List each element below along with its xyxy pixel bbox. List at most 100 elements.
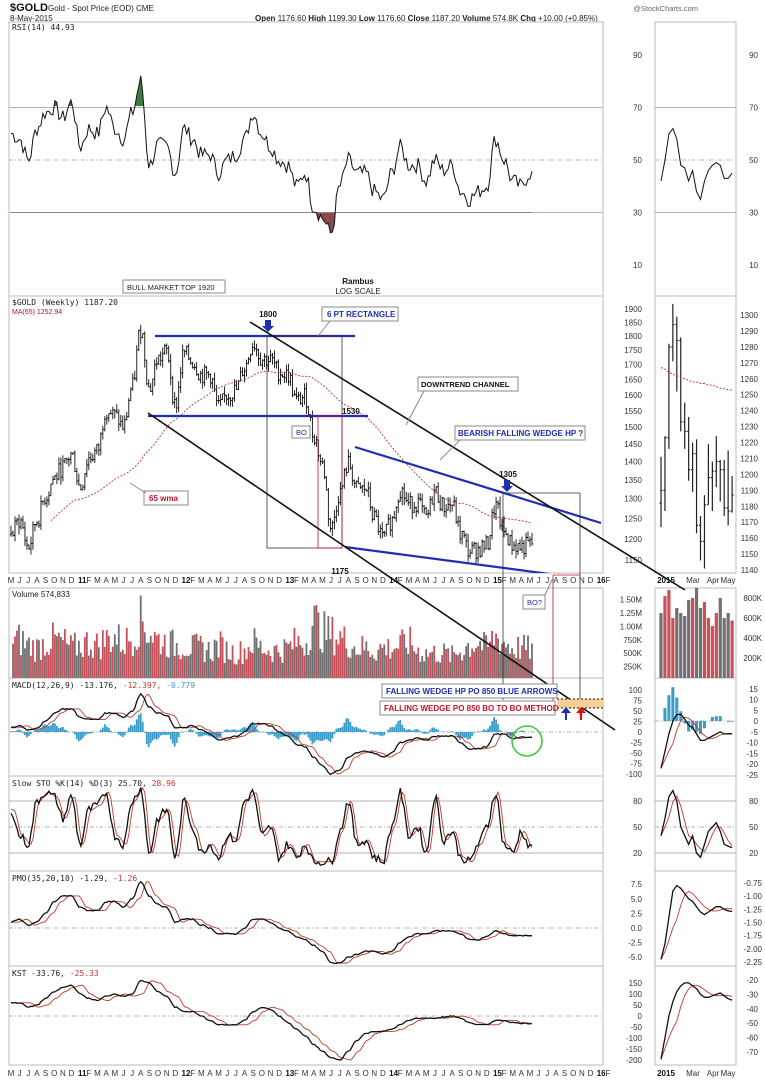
- volume-bar: [435, 661, 438, 678]
- x-axis-label-bottom: N: [60, 1069, 66, 1078]
- x-axis-label: A: [519, 576, 525, 585]
- macd-histogram-bar: [403, 727, 406, 732]
- macd-histogram-bar: [75, 732, 78, 740]
- macd-histogram-bar: [375, 732, 378, 735]
- x-axis-label-bottom: J: [329, 1069, 333, 1078]
- price-bar: [189, 356, 192, 365]
- price-bar: [35, 521, 39, 527]
- mini-volume-bar: [706, 618, 710, 678]
- volume-value: 574.8K: [493, 14, 519, 23]
- mini-sto-axis-label: 20: [749, 849, 758, 858]
- price-bar: [353, 479, 356, 489]
- volume-bar: [89, 649, 92, 678]
- arrow-down-1305-icon: [501, 480, 513, 492]
- macd-histogram-bar: [255, 728, 258, 732]
- mini-rsi-axis-label: 50: [749, 156, 758, 165]
- volume-bar: [247, 647, 250, 678]
- x-axis-label-bottom: J: [225, 1069, 229, 1078]
- price-bar: [121, 415, 124, 431]
- kst-axis-label: 150: [629, 979, 643, 988]
- x-axis-label-bottom: S: [43, 1069, 48, 1078]
- price-bar: [15, 517, 19, 526]
- volume-bar: [269, 656, 272, 678]
- volume-bar: [307, 655, 310, 678]
- volume-bar: [261, 653, 264, 678]
- volume-bar: [393, 649, 396, 678]
- price-bar: [319, 454, 322, 466]
- volume-bar: [285, 642, 288, 678]
- macd-histogram-bar: [501, 731, 503, 732]
- x-axis-label: A: [311, 576, 317, 585]
- x-axis-label: F: [502, 576, 507, 585]
- macd-histogram-bar: [363, 729, 366, 732]
- price-bar: [440, 496, 444, 512]
- mini-x-axis-label: Mar: [686, 576, 700, 585]
- wedge-measure-box: [502, 492, 581, 715]
- rsi-legend: RSI(14) 44.93: [12, 23, 75, 32]
- x-axis-label-bottom: S: [458, 1069, 463, 1078]
- price-bar: [480, 539, 484, 557]
- volume-bar: [91, 657, 94, 678]
- macd-histogram-bar: [269, 732, 272, 735]
- volume-bar: [191, 635, 194, 678]
- pmo-axis-label: 5.0: [631, 895, 643, 904]
- volume-bar: [50, 648, 52, 678]
- mini-price-axis-label: 1250: [740, 391, 758, 400]
- mini-volume-bar: [694, 588, 699, 678]
- x-axis-label: 12: [182, 576, 191, 585]
- volume-bar: [259, 640, 262, 678]
- mini-pmo-axis-label: -2.00: [744, 945, 763, 954]
- mini-price-axis-label: 1160: [741, 534, 759, 543]
- volume-bar: [343, 626, 346, 678]
- macd-histogram-bar: [143, 732, 146, 733]
- volume-bar: [177, 655, 180, 678]
- price-axis-label: 1450: [624, 440, 642, 449]
- x-axis-label: J: [433, 576, 437, 585]
- price-bar: [29, 536, 33, 555]
- price-bar: [325, 476, 328, 491]
- price-bar: [139, 324, 142, 345]
- rectangle-label: 6 PT RECTANGLE: [327, 310, 396, 319]
- volume-bar: [40, 659, 42, 678]
- price-bar: [231, 397, 234, 407]
- mini-sto-axis-label: 80: [749, 797, 758, 806]
- mini-macd-histogram-bar: [726, 721, 730, 722]
- volume-bar: [251, 653, 254, 678]
- channel-label-box: [417, 376, 519, 392]
- macd-histogram-bar: [379, 732, 382, 736]
- price-bar: [169, 353, 172, 386]
- price-bar: [137, 329, 140, 351]
- volume-bar: [377, 649, 380, 678]
- macd-histogram-bar: [199, 732, 202, 737]
- mini-macd-axis-label: -25: [746, 771, 758, 780]
- kst-axis-label: -50: [630, 1023, 642, 1032]
- red-arrow-up-icon: [576, 707, 586, 720]
- mini-volume-bar: [718, 598, 722, 678]
- x-axis-label-bottom: D: [69, 1069, 75, 1078]
- x-axis-label: S: [43, 576, 48, 585]
- volume-legend: Volume 574,833: [12, 590, 70, 599]
- pmo-line: [10, 880, 533, 965]
- ohlc-readout: Open 1176.60 High 1199.30 Low 1176.60 Cl…: [255, 14, 598, 23]
- price-bar: [395, 506, 398, 522]
- x-axis-label-bottom: J: [537, 1069, 541, 1078]
- x-axis-label-bottom: J: [26, 1069, 30, 1078]
- volume-bar: [495, 633, 497, 678]
- price-bar: [21, 515, 25, 529]
- mini-price-bar: [667, 343, 671, 449]
- macd-histogram-bar: [265, 732, 268, 733]
- volume-bar: [77, 640, 80, 678]
- volume-bar: [227, 659, 230, 678]
- bo-question-pointer: [544, 577, 554, 596]
- price-bar: [383, 530, 386, 537]
- price-bar: [407, 493, 410, 506]
- volume-bar: [197, 640, 200, 678]
- mini-rsi-axis-label: 90: [749, 51, 758, 60]
- macd-histogram-bar: [343, 722, 346, 732]
- x-axis-label: M: [406, 576, 413, 585]
- bo-box: [291, 425, 311, 439]
- macd-histogram-bar: [40, 728, 42, 732]
- mini-price-bar: [710, 461, 714, 512]
- volume-bar: [395, 647, 398, 678]
- x-axis-label-bottom: 14: [389, 1069, 398, 1078]
